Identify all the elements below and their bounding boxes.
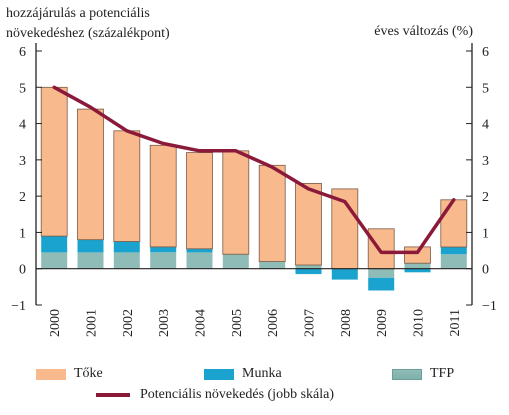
- left-axis-title-line1: hozzájárulás a potenciális: [6, 6, 150, 21]
- x-tick-label-2008: 2008: [339, 309, 354, 337]
- bar-munka-2003: [150, 246, 177, 253]
- bar-toke-2004: [186, 152, 213, 250]
- right-tick-label: 1: [482, 226, 489, 241]
- right-tick-label: 4: [482, 118, 489, 133]
- right-axis-title: éves változás (%): [374, 24, 473, 39]
- bar-toke-2000: [40, 86, 68, 237]
- legend-swatch-toke: [36, 368, 66, 380]
- bar-tfp-2011: [440, 254, 467, 269]
- bar-munka-2007: [295, 268, 322, 275]
- left-tick-label: 4: [19, 118, 26, 133]
- bar-tfp-2006: [259, 261, 286, 269]
- bar-munka-2004: [186, 248, 213, 253]
- legend-swatch-munka: [204, 368, 234, 380]
- legend-label-potential-growth: Potenciális növekedés (jobb skála): [140, 387, 335, 402]
- bar-munka-2002: [113, 241, 140, 253]
- right-tick-label: 5: [482, 81, 489, 96]
- bar-toke-2002: [113, 130, 141, 242]
- legend-item-toke: Tőke: [36, 366, 103, 382]
- bars-layer: [40, 86, 468, 291]
- line-potential-growth: [52, 85, 456, 255]
- left-tick-label: 1: [19, 226, 26, 241]
- bar-munka-2001: [77, 239, 104, 253]
- right-tick-label: 0: [482, 263, 489, 278]
- legend-swatch-tfp: [392, 368, 422, 380]
- left-tick-label: 2: [19, 190, 26, 205]
- right-tick-label: 6: [482, 45, 489, 60]
- left-axis-title: hozzájárulás a potenciális növekedéshez …: [6, 4, 170, 44]
- legend-label-toke: Tőke: [74, 366, 103, 381]
- bar-toke-2006: [258, 164, 286, 262]
- right-tick-label: −1: [482, 299, 497, 314]
- bar-toke-2009: [367, 228, 395, 270]
- x-tick-label-2002: 2002: [121, 309, 136, 337]
- bar-tfp-2002: [113, 252, 140, 269]
- x-tick-label-2000: 2000: [48, 309, 63, 337]
- left-tick-label: 0: [19, 263, 26, 278]
- left-axis-title-line2: növekedéshez (százalékpont): [6, 26, 170, 41]
- legend-label-munka: Munka: [242, 366, 282, 381]
- x-tick-label-2010: 2010: [412, 309, 427, 337]
- x-tick-label-2011: 2011: [448, 309, 463, 336]
- bar-tfp-2000: [41, 252, 68, 269]
- x-tick-label-2006: 2006: [266, 309, 281, 337]
- axes-layer: [35, 43, 473, 305]
- bar-toke-2011: [440, 199, 468, 248]
- legend-item-potential-growth: Potenciális növekedés (jobb skála): [96, 387, 334, 403]
- left-tick-label: 3: [19, 154, 26, 169]
- left-tick-label: −1: [11, 299, 26, 314]
- bar-toke-2005: [222, 150, 250, 255]
- bar-toke-2007: [295, 182, 322, 266]
- ticks-layer: −1 0 1 2 3 4 5 6 −1 0 1 2 3 4 5 6 2000 2001 2002 2003 2004 20…: [11, 45, 497, 337]
- bar-toke-2001: [77, 108, 104, 241]
- x-tick-label-2005: 2005: [230, 309, 245, 337]
- left-tick-label: 5: [19, 81, 26, 96]
- x-tick-label-2003: 2003: [157, 309, 172, 337]
- left-tick-label: 6: [19, 45, 26, 60]
- bar-tfp-2005: [222, 254, 249, 269]
- bar-munka-2010: [404, 268, 431, 273]
- bar-munka-2000: [41, 236, 68, 253]
- right-tick-label: 3: [482, 154, 489, 169]
- legend-label-tfp: TFP: [430, 366, 455, 381]
- right-tick-label: 2: [482, 190, 489, 205]
- bar-munka-2011: [440, 246, 467, 255]
- bar-tfp-2010: [404, 263, 431, 269]
- legend-line-potential-growth: [96, 393, 130, 397]
- x-tick-label-2001: 2001: [85, 309, 100, 337]
- bar-tfp-2004: [186, 252, 213, 269]
- bar-munka-2008: [331, 268, 358, 280]
- bar-tfp-2009: [368, 268, 395, 278]
- bar-tfp-2001: [77, 252, 104, 269]
- legend-item-munka: Munka: [204, 366, 282, 382]
- legend-item-tfp: TFP: [392, 366, 454, 382]
- bar-toke-2003: [149, 144, 177, 248]
- bar-munka-2009: [368, 277, 395, 291]
- line-layer: [52, 85, 456, 255]
- bar-tfp-2003: [150, 252, 177, 269]
- x-tick-label-2007: 2007: [303, 309, 318, 337]
- bar-tfp-2007: [295, 265, 322, 269]
- x-tick-label-2004: 2004: [194, 309, 209, 337]
- x-tick-label-2009: 2009: [375, 309, 390, 337]
